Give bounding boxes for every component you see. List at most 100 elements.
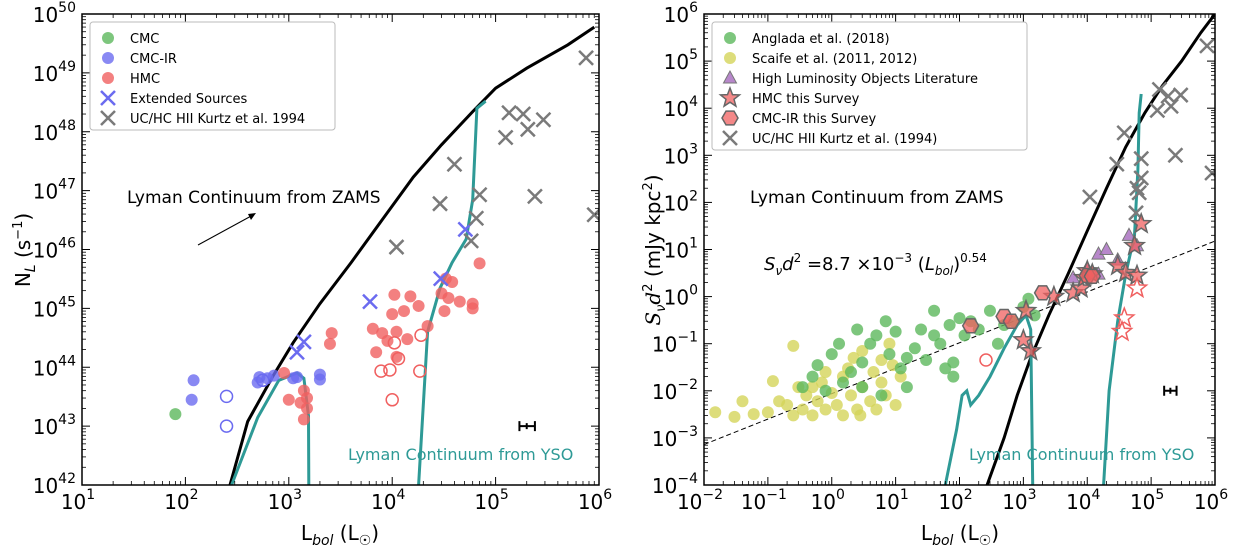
right-fit-label: Sνd2 =8.7 ×10−3 (Lbol)0.54 — [764, 251, 987, 278]
right-point-anglada-et-al-2018- — [953, 312, 966, 325]
left-annotation-zams: Lyman Continuum from ZAMS — [127, 188, 381, 208]
left-point-hmc — [386, 308, 399, 321]
right-point-anglada-et-al-2018- — [1022, 292, 1035, 305]
left-xtick-label: 101 — [61, 487, 95, 514]
right-point-scaife-et-al-2011-2012- — [889, 398, 902, 411]
left-point-uc-hc-hii-kurtz-et-al-1994 — [497, 129, 514, 146]
right-point-scaife-et-al-2011-2012- — [856, 344, 869, 357]
right-point-anglada-et-al-2018- — [928, 329, 941, 342]
left-legend-marker — [100, 110, 116, 126]
left-ytick-label: 1043 — [33, 412, 76, 439]
right-point-uc-hc-hii-kurtz-et-al-1994- — [1131, 184, 1148, 201]
left-point-hmc-open- — [385, 393, 399, 407]
left-point-hmc — [301, 392, 314, 405]
left-point-hmc — [297, 413, 310, 426]
right-point-anglada-et-al-2018- — [819, 384, 832, 397]
left-point-hmc — [388, 288, 401, 301]
left-legend-label: Extended Sources — [130, 92, 248, 107]
right-point-anglada-et-al-2018- — [851, 323, 864, 336]
left-point-cmc-ir — [313, 368, 326, 381]
left-point-hmc-open- — [414, 328, 428, 342]
left-point-extended-sources — [432, 270, 449, 287]
left-annotation-yso: Lyman Continuum from YSO — [348, 445, 573, 464]
right-point-cmc-ir-this-survey — [1033, 285, 1052, 301]
right-legend-marker — [718, 85, 742, 108]
right-xtick-label: 101 — [874, 487, 908, 514]
left-xtick-label: 106 — [578, 487, 612, 514]
left-point-hmc — [370, 346, 383, 359]
left-point-cmc-ir — [187, 374, 200, 387]
left-point-hmc — [397, 305, 410, 318]
left-point-cmc-ir — [290, 371, 303, 384]
right-point-anglada-et-al-2018- — [811, 359, 824, 372]
right-legend: Anglada et al. (2018) Scaife et al. (2011… — [711, 21, 1028, 151]
left-point-hmc — [325, 327, 338, 340]
right-point-uc-hc-hii-kurtz-et-al-1994- — [1149, 102, 1166, 119]
right-legend-box — [711, 21, 1028, 151]
right-xtick-label: 105 — [1130, 487, 1164, 514]
right-ytick-label: 103 — [664, 141, 698, 168]
right-legend-label: CMC-IR this Survey — [752, 112, 876, 127]
left-point-hmc — [404, 290, 417, 303]
left-ytick-label: 1045 — [33, 294, 76, 321]
right-point-uc-hc-hii-kurtz-et-al-1994- — [1129, 180, 1145, 197]
right-point-scaife-et-al-2011-2012- — [766, 375, 779, 388]
left-point-uc-hc-hii-kurtz-et-al-1994 — [519, 121, 536, 138]
right-ytick-label: 104 — [664, 94, 698, 121]
left-ytick-label: 1047 — [33, 177, 76, 204]
right-point-anglada-et-al-2018- — [844, 366, 857, 379]
right-points — [709, 38, 1215, 423]
left-point-cmc-ir — [268, 369, 281, 382]
left-xtick-label: 105 — [474, 487, 508, 514]
right-point-scaife-et-al-2011-2012- — [875, 376, 888, 389]
right-point-scaife-et-al-2011-2012- — [819, 403, 832, 416]
right-point-anglada-et-al-2018- — [879, 315, 892, 328]
left-point-hmc — [323, 337, 336, 350]
right-point-anglada-et-al-2018- — [856, 356, 869, 369]
right-point-scaife-et-al-2011-2012- — [894, 370, 907, 383]
right-point-hmc-this-survey — [1014, 298, 1038, 321]
left-point-uc-hc-hii-kurtz-et-al-1994 — [515, 106, 532, 122]
left-ytick-label: 1049 — [33, 59, 76, 86]
right-point-anglada-et-al-2018- — [991, 337, 1004, 350]
right-point-scaife-et-al-2011-2012- — [796, 403, 809, 416]
right-legend-marker — [724, 32, 736, 44]
right-legend-label: UC/HC HII Kurtz et al. (1994) — [752, 132, 937, 147]
right-point-anglada-et-al-2018- — [836, 376, 849, 389]
left-point-extended-sources — [289, 344, 305, 361]
right-ytick-label: 10−3 — [652, 424, 698, 451]
right-curve-lyman-continuum-from-zams — [985, 14, 1215, 485]
left-point-uc-hc-hii-kurtz-et-al-1994 — [388, 239, 405, 255]
right-point-hmc-this-survey-open- — [1125, 276, 1149, 299]
right-legend-marker — [722, 130, 738, 146]
left-point-hmc-open- — [387, 336, 402, 350]
right-point-scaife-et-al-2011-2012- — [830, 398, 843, 411]
left-legend-label: CMC — [130, 32, 159, 47]
right-ytick-label: 100 — [664, 283, 698, 310]
right-point-scaife-et-al-2011-2012- — [787, 409, 800, 422]
right-point-anglada-et-al-2018- — [928, 304, 941, 317]
left-legend-marker — [102, 52, 114, 64]
left-point-hmc — [438, 305, 451, 318]
left-legend-box — [89, 21, 336, 131]
right-point-anglada-et-al-2018- — [943, 318, 956, 331]
left-legend-label: CMC-IR — [130, 52, 177, 67]
right-point-anglada-et-al-2018- — [796, 381, 809, 394]
right-point-scaife-et-al-2011-2012- — [836, 409, 849, 422]
right-point-scaife-et-al-2011-2012- — [819, 366, 832, 379]
right-point-uc-hc-hii-kurtz-et-al-1994- — [1160, 88, 1177, 105]
left-xlabel: Lbol (L☉) — [301, 521, 379, 546]
left-ytick-label: 1048 — [33, 118, 76, 145]
right-point-hmc-this-survey-open- — [1112, 305, 1136, 328]
right-point-anglada-et-al-2018- — [908, 342, 921, 355]
left-ytick-label: 1042 — [33, 471, 76, 498]
right-point-scaife-et-al-2011-2012- — [728, 410, 741, 423]
left-legend-marker — [102, 32, 114, 44]
right-legend-marker — [724, 52, 736, 64]
right-point-scaife-et-al-2011-2012- — [761, 406, 774, 419]
left-point-hmc — [301, 402, 314, 415]
left-point-hmc — [466, 297, 479, 310]
right-plot: 10−2 10−1 100 101 102 103 104 105 106 10−4 10−3 10−… — [641, 0, 1228, 546]
right-point-uc-hc-hii-kurtz-et-al-1994- — [1172, 87, 1189, 103]
